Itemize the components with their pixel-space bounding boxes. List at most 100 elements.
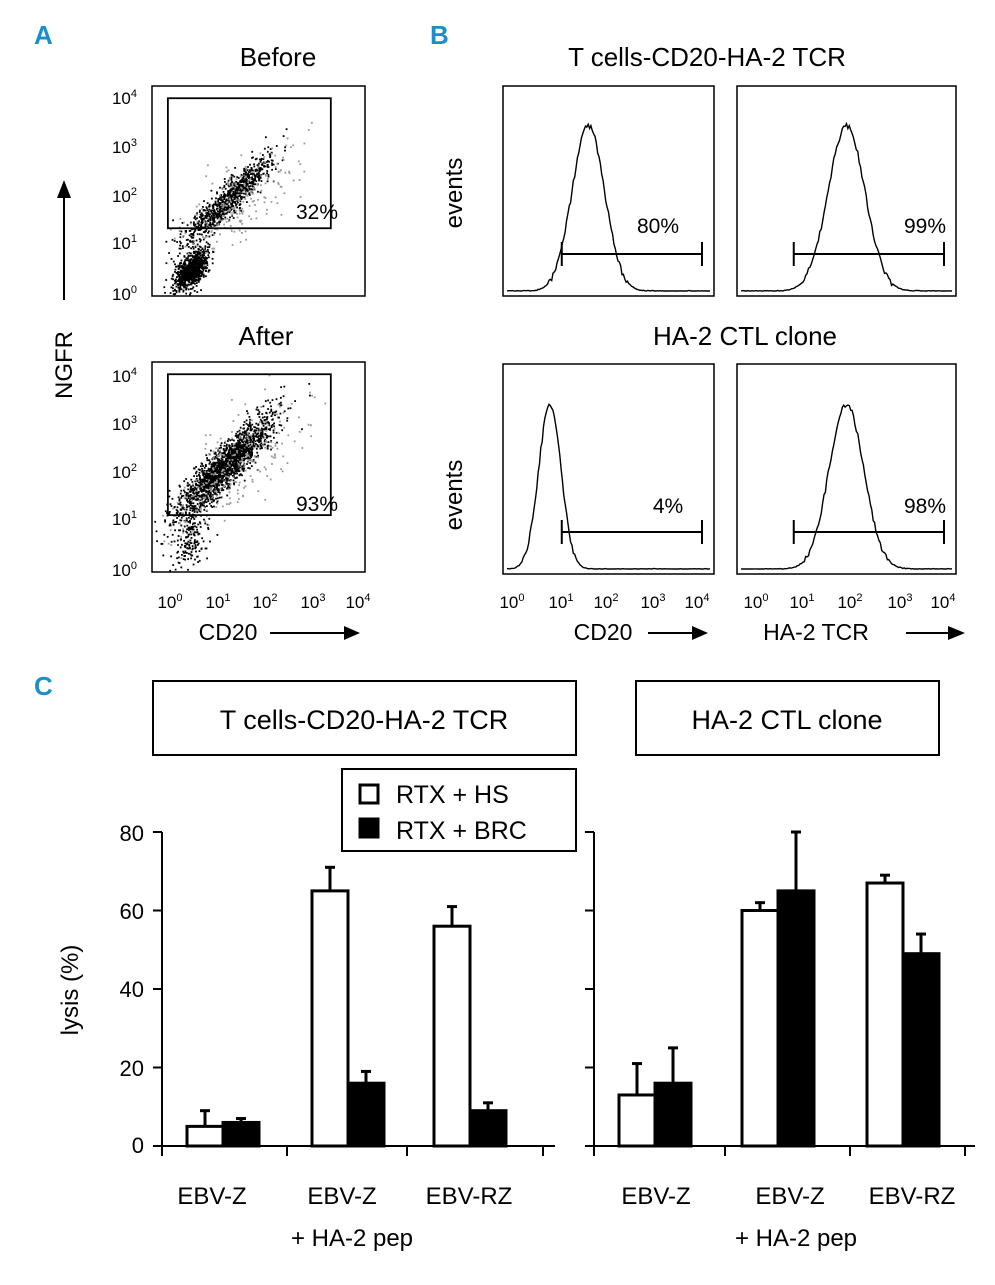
- dot-event: [192, 516, 195, 519]
- dot-event: [221, 213, 224, 215]
- dot-event: [200, 289, 202, 291]
- dot-event: [204, 434, 207, 437]
- dot-event: [225, 454, 227, 457]
- dot-event: [202, 247, 204, 250]
- dot-event: [192, 222, 195, 225]
- dot-event: [216, 475, 219, 477]
- dot-event: [189, 498, 191, 501]
- dot-event: [200, 249, 202, 252]
- dot-event: [193, 467, 195, 470]
- dot-event: [198, 216, 201, 218]
- dot-event: [231, 470, 234, 472]
- dot-event: [191, 528, 194, 531]
- dot-event: [230, 460, 233, 462]
- dot-event: [236, 454, 239, 457]
- dot-event: [213, 218, 215, 220]
- dot-event: [257, 175, 260, 178]
- dot-event: [162, 554, 165, 557]
- dot-event: [195, 257, 198, 259]
- title-box-right: [635, 680, 940, 756]
- dot-event: [214, 490, 216, 493]
- dot-event: [201, 263, 203, 266]
- dot-event: [229, 483, 232, 485]
- dotplot-title-before: Before: [240, 42, 317, 72]
- dot-event: [221, 452, 223, 455]
- x-axis-arrowhead-icon: [344, 626, 360, 640]
- dot-event: [216, 224, 219, 227]
- dot-event: [172, 278, 175, 281]
- dot-event: [205, 465, 207, 467]
- dot-event: [188, 516, 190, 519]
- dot-event: [271, 164, 273, 166]
- dot-event: [209, 461, 212, 463]
- dot-event: [185, 536, 187, 539]
- dot-event: [231, 438, 233, 441]
- dot-event: [223, 462, 225, 464]
- dot-event: [252, 187, 255, 189]
- dot-event: [186, 252, 189, 255]
- dot-event: [248, 215, 250, 218]
- dot-event: [154, 520, 157, 523]
- dot-event: [256, 171, 259, 173]
- dot-event: [218, 220, 221, 223]
- dot-event: [193, 277, 196, 280]
- dot-event: [215, 484, 218, 487]
- dot-event: [182, 494, 185, 497]
- histogram-group-title-top: T cells-CD20-HA-2 TCR: [568, 42, 846, 72]
- dot-event: [202, 214, 204, 217]
- dot-event: [224, 468, 227, 471]
- dot-event: [195, 279, 198, 282]
- dot-event: [176, 506, 179, 509]
- dot-event: [279, 405, 281, 408]
- dot-event: [270, 445, 272, 448]
- dot-event: [216, 222, 219, 225]
- dot-event: [216, 205, 219, 208]
- dot-event: [170, 258, 173, 260]
- dot-event: [239, 459, 242, 461]
- dot-event: [234, 470, 237, 472]
- dot-event: [222, 489, 225, 491]
- dot-event: [184, 278, 186, 281]
- dot-event: [215, 481, 218, 484]
- dot-event: [253, 174, 256, 176]
- dot-event: [279, 412, 282, 415]
- dot-event: [180, 557, 183, 559]
- dot-event: [168, 524, 171, 527]
- dot-event: [178, 277, 181, 280]
- dot-event: [196, 265, 199, 268]
- dot-event: [212, 471, 215, 473]
- dot-event: [204, 547, 207, 550]
- dot-event: [187, 278, 190, 281]
- dot-event: [184, 230, 187, 232]
- dot-event: [226, 461, 229, 463]
- dot-event: [225, 199, 228, 202]
- dot-event: [251, 435, 254, 438]
- dot-event: [208, 462, 211, 465]
- dot-event: [218, 447, 221, 450]
- dot-event: [187, 277, 189, 280]
- dot-event: [229, 502, 232, 504]
- dot-event: [169, 529, 172, 531]
- dot-event: [210, 489, 213, 491]
- dot-event: [178, 499, 181, 502]
- dot-event: [246, 178, 248, 181]
- dot-event: [249, 435, 252, 438]
- dot-event: [283, 385, 286, 388]
- dot-event: [183, 273, 186, 275]
- dot-event: [203, 478, 206, 480]
- dot-event: [265, 426, 268, 429]
- dot-event: [239, 426, 242, 429]
- dot-event: [243, 432, 246, 435]
- dot-event: [265, 430, 268, 432]
- dot-event: [234, 202, 237, 205]
- dot-event: [271, 399, 274, 401]
- dot-event: [188, 490, 191, 493]
- dot-event: [172, 284, 174, 287]
- dot-event: [261, 168, 264, 171]
- dot-event: [203, 484, 205, 486]
- dot-event: [217, 480, 219, 483]
- xtick-label: 103: [887, 592, 912, 612]
- dot-event: [216, 441, 219, 444]
- dot-event: [225, 483, 228, 485]
- dot-event: [199, 252, 202, 255]
